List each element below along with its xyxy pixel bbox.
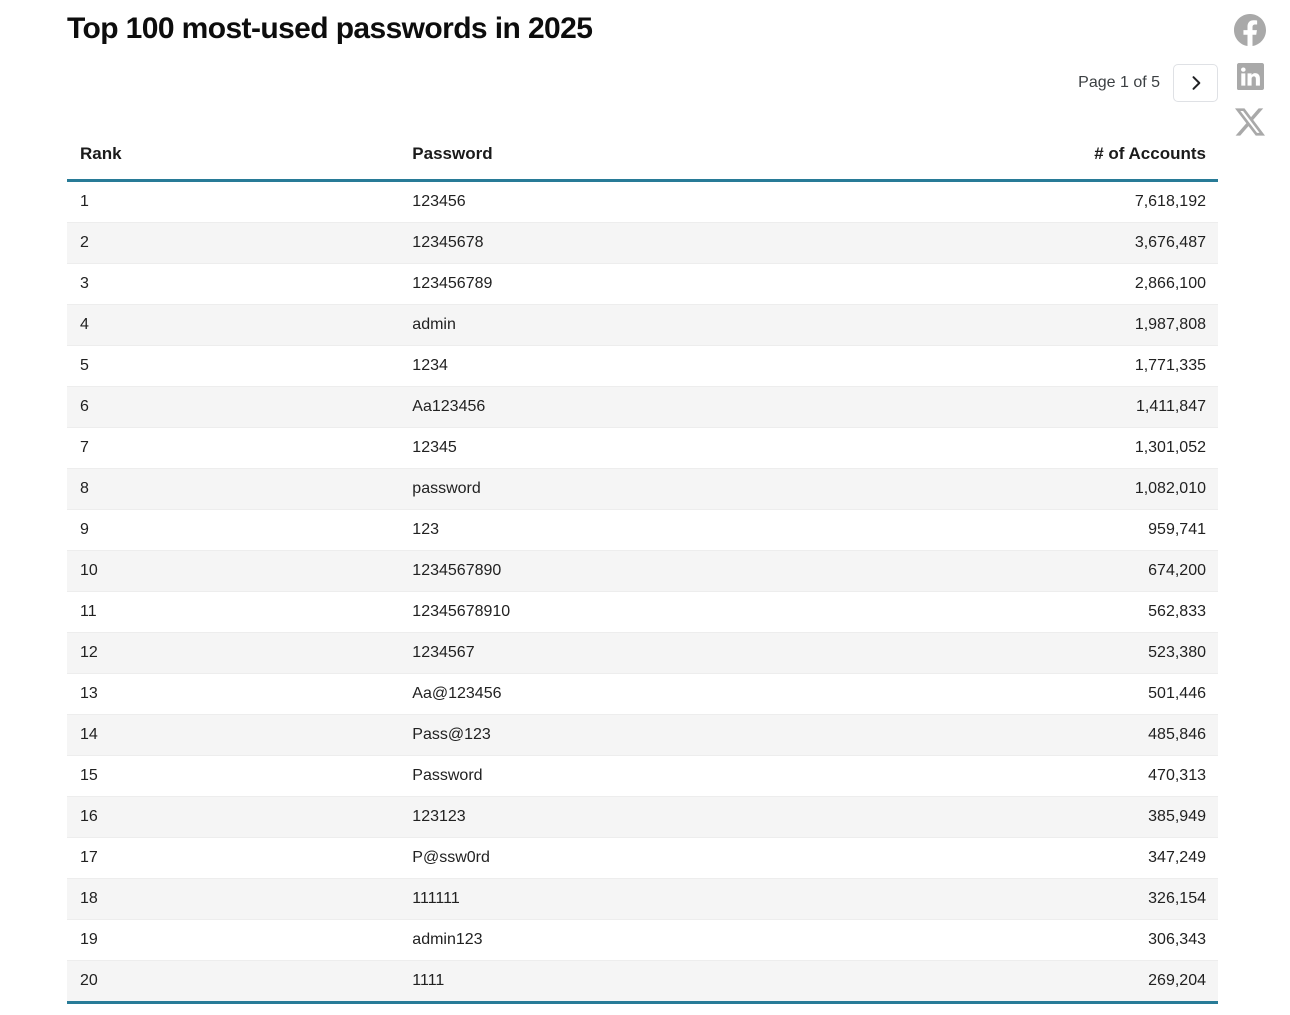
- column-header-rank: Rank: [67, 118, 413, 182]
- rank-cell: 6: [67, 386, 413, 428]
- password-cell: P@ssw0rd: [412, 837, 896, 879]
- column-header-password: Password: [412, 118, 896, 182]
- accounts-cell: 1,771,335: [895, 345, 1218, 387]
- rank-cell: 8: [67, 468, 413, 510]
- accounts-cell: 385,949: [895, 796, 1218, 838]
- rank-cell: 18: [67, 878, 413, 920]
- password-cell: 12345: [412, 427, 896, 469]
- pagination-label: Page 1 of 5: [1078, 74, 1160, 91]
- accounts-cell: 269,204: [1148, 972, 1206, 989]
- accounts-cell: 562,833: [895, 591, 1218, 633]
- accounts-cell: 501,446: [895, 673, 1218, 715]
- table-row: 5 1234 1,771,335: [67, 345, 1218, 387]
- accounts-cell: 306,343: [895, 919, 1218, 961]
- accounts-cell: 1,082,010: [895, 468, 1218, 510]
- accounts-cell: 470,313: [895, 755, 1218, 797]
- pagination: Page 1 of 5: [67, 64, 1218, 102]
- table-row: 16 123123 385,949: [67, 796, 1218, 838]
- x-icon[interactable]: [1235, 107, 1265, 137]
- passwords-table: Rank Password # of Accounts 1 123456 7,618…: [67, 118, 1218, 1004]
- rank-cell: 19: [67, 919, 413, 961]
- table-row: 17 P@ssw0rd 347,249: [67, 837, 1218, 879]
- accounts-cell: 326,154: [895, 878, 1218, 920]
- table-row: 4 admin 1,987,808: [67, 304, 1218, 346]
- rank-cell: 2: [67, 222, 413, 264]
- table-row: 11 12345678910 562,833: [67, 591, 1218, 633]
- password-cell: Aa123456: [412, 386, 896, 428]
- password-cell: Aa@123456: [412, 673, 896, 715]
- rank-cell: 20: [80, 972, 98, 989]
- table-row: 1 123456 7,618,192: [67, 180, 1218, 223]
- linkedin-icon[interactable]: [1236, 63, 1264, 90]
- accounts-cell: 485,846: [895, 714, 1218, 756]
- table-row: 9 123 959,741: [67, 509, 1218, 551]
- table-row: 15 Password 470,313: [67, 755, 1218, 797]
- column-header-accounts: # of Accounts: [895, 118, 1218, 182]
- table-row: 2 12345678 3,676,487: [67, 222, 1218, 264]
- password-cell: 123456789: [412, 263, 896, 305]
- password-cell: password: [412, 468, 896, 510]
- rank-cell: 11: [67, 591, 413, 633]
- rank-cell: 12: [67, 632, 413, 674]
- password-cell: 123123: [412, 796, 896, 838]
- accounts-cell: 7,618,192: [895, 180, 1218, 223]
- password-cell: admin123: [412, 919, 896, 961]
- password-cell: Password: [412, 755, 896, 797]
- rank-cell: 9: [67, 509, 413, 551]
- password-cell: admin: [412, 304, 896, 346]
- accounts-cell: 674,200: [895, 550, 1218, 592]
- table-row: 14 Pass@123 485,846: [67, 714, 1218, 756]
- rank-cell: 4: [67, 304, 413, 346]
- rank-cell: 5: [67, 345, 413, 387]
- accounts-cell: 1,411,847: [895, 386, 1218, 428]
- password-cell: 111111: [412, 878, 896, 920]
- rank-cell: 15: [67, 755, 413, 797]
- password-cell: 123456: [412, 180, 896, 223]
- password-cell: 1111: [412, 972, 445, 989]
- facebook-icon[interactable]: [1233, 13, 1266, 47]
- password-cell: Pass@123: [412, 714, 896, 756]
- table-row: 12 1234567 523,380: [67, 632, 1218, 674]
- accounts-cell: 3,676,487: [895, 222, 1218, 264]
- rank-cell: 14: [67, 714, 413, 756]
- accounts-cell: 1,987,808: [895, 304, 1218, 346]
- table-row: 7 12345 1,301,052: [67, 427, 1218, 469]
- table-row: 20 1111 269,204: [67, 960, 1218, 1003]
- table-row: 3 123456789 2,866,100: [67, 263, 1218, 305]
- table-row: 10 1234567890 674,200: [67, 550, 1218, 592]
- password-cell: 123: [412, 509, 896, 551]
- next-page-button[interactable]: [1173, 64, 1218, 102]
- rank-cell: 16: [67, 796, 413, 838]
- password-cell: 12345678910: [412, 591, 896, 633]
- accounts-cell: 2,866,100: [895, 263, 1218, 305]
- table-body: 1 123456 7,618,192 2 12345678 3,676,487 3 12345…: [67, 180, 1218, 1003]
- chevron-right-icon: [1186, 73, 1206, 93]
- rank-cell: 10: [67, 550, 413, 592]
- social-share-rail: [1233, 13, 1266, 137]
- table-row: 19 admin123 306,343: [67, 919, 1218, 961]
- accounts-cell: 347,249: [895, 837, 1218, 879]
- rank-cell: 7: [67, 427, 413, 469]
- password-cell: 1234567: [412, 632, 896, 674]
- table-header-row: Rank Password # of Accounts: [67, 118, 1218, 182]
- password-cell: 12345678: [412, 222, 896, 264]
- rank-cell: 13: [67, 673, 413, 715]
- password-cell: 1234: [412, 345, 896, 387]
- table-row: 8 password 1,082,010: [67, 468, 1218, 510]
- rank-cell: 17: [67, 837, 413, 879]
- rank-cell: 3: [67, 263, 413, 305]
- accounts-cell: 959,741: [895, 509, 1218, 551]
- accounts-cell: 1,301,052: [895, 427, 1218, 469]
- password-cell: 1234567890: [412, 550, 896, 592]
- table-row: 13 Aa@123456 501,446: [67, 673, 1218, 715]
- rank-cell: 1: [67, 180, 413, 223]
- page-title: Top 100 most-used passwords in 2025: [67, 12, 593, 45]
- table-row: 6 Aa123456 1,411,847: [67, 386, 1218, 428]
- table-row: 18 111111 326,154: [67, 878, 1218, 920]
- accounts-cell: 523,380: [895, 632, 1218, 674]
